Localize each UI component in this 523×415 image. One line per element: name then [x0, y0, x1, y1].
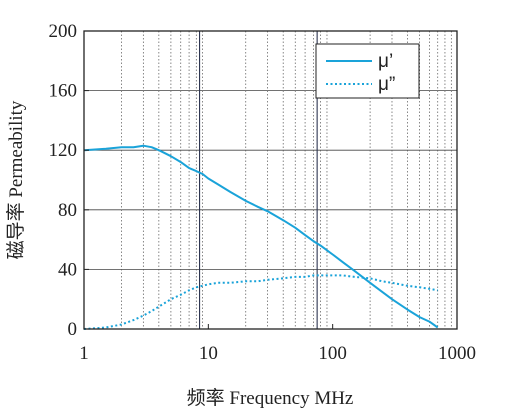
series-line-mu-prime [83, 144, 439, 329]
plot-frame [83, 30, 458, 330]
y-tick-label: 40 [58, 259, 77, 280]
legend-box [315, 43, 420, 99]
series-group [83, 144, 439, 330]
x-axis-title: 频率 Frequency MHz [187, 387, 354, 409]
legend-label-mu-prime: μ’ [378, 51, 393, 72]
y-axis-title: 磁导率 Permeability [5, 100, 27, 259]
ticks: 0 40 80 120 160 200 1 10 100 1000 [49, 21, 477, 364]
legend: μ’ μ” [315, 43, 420, 99]
y-tick-label: 80 [58, 200, 77, 221]
y-tick-label: 160 [49, 81, 78, 102]
x-tick-label: 100 [318, 343, 347, 364]
x-tick-label: 1000 [438, 343, 476, 364]
series-line-mu-double-prime [83, 274, 438, 330]
legend-label-mu-double-prime: μ” [378, 74, 395, 95]
y-tick-label: 120 [49, 140, 78, 161]
y-tick-label: 200 [49, 21, 78, 42]
y-tick-label: 0 [68, 319, 78, 340]
x-tick-label: 1 [79, 343, 89, 364]
x-tick-label: 10 [199, 343, 218, 364]
